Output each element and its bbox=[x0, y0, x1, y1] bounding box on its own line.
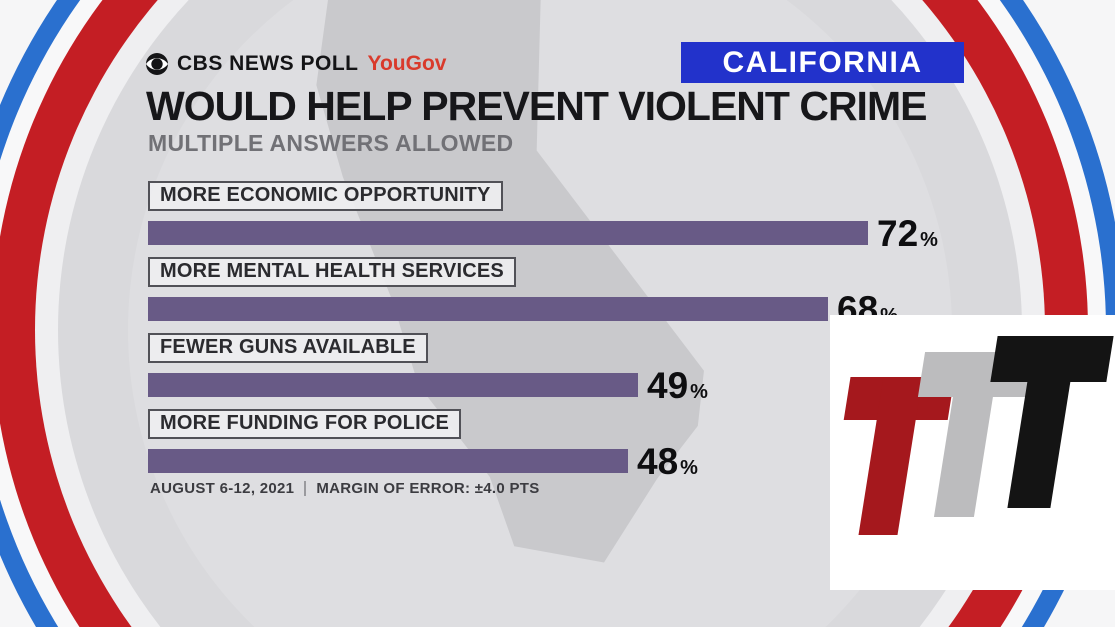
date-range: AUGUST 6-12, 2021 bbox=[150, 480, 295, 497]
chart-footer: AUGUST 6-12, 2021 MARGIN OF ERROR: ±4.0 … bbox=[150, 480, 540, 497]
chart-row: MORE MENTAL HEALTH SERVICES 68% bbox=[148, 257, 1008, 328]
margin-of-error: MARGIN OF ERROR: ±4.0 PTS bbox=[316, 480, 540, 497]
page-title: WOULD HELP PREVENT VIOLENT CRIME bbox=[146, 83, 927, 129]
category-label: FEWER GUNS AVAILABLE bbox=[148, 333, 428, 363]
partner-brand: YouGov bbox=[367, 52, 447, 75]
bar-fill bbox=[148, 221, 868, 245]
bar-fill bbox=[148, 297, 828, 321]
region-banner: CALIFORNIA bbox=[681, 42, 964, 83]
bar-fill bbox=[148, 449, 628, 473]
chart-row: MORE ECONOMIC OPPORTUNITY 72% bbox=[148, 181, 1008, 252]
poll-brand: CBS NEWS POLL bbox=[177, 52, 359, 75]
page-subtitle: MULTIPLE ANSWERS ALLOWED bbox=[148, 130, 514, 156]
chart-row: FEWER GUNS AVAILABLE 49% bbox=[148, 333, 1008, 404]
value-label: 49% bbox=[647, 364, 708, 406]
brand-row: CBS NEWS POLL YouGov bbox=[146, 52, 446, 76]
category-label: MORE MENTAL HEALTH SERVICES bbox=[148, 257, 516, 287]
category-label: MORE ECONOMIC OPPORTUNITY bbox=[148, 181, 503, 211]
value-label: 72% bbox=[877, 212, 938, 254]
chart-row: MORE FUNDING FOR POLICE 48% bbox=[148, 409, 1008, 480]
value-label: 48% bbox=[637, 440, 698, 482]
bar-chart: MORE ECONOMIC OPPORTUNITY 72% MORE MENTA… bbox=[148, 181, 1008, 485]
category-label: MORE FUNDING FOR POLICE bbox=[148, 409, 462, 439]
footer-divider bbox=[304, 481, 307, 496]
bar-fill bbox=[148, 373, 638, 397]
cbs-eye-icon bbox=[146, 53, 168, 75]
watermark-box bbox=[830, 315, 1115, 590]
